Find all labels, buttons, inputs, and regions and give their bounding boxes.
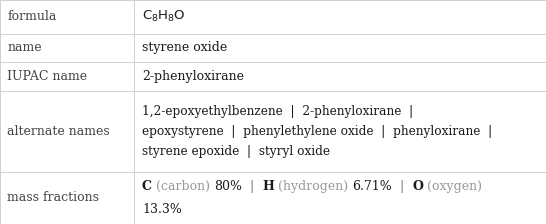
Bar xyxy=(0,0,546,34)
Text: |: | xyxy=(392,180,412,193)
Text: mass fractions: mass fractions xyxy=(7,191,99,204)
Bar xyxy=(0,172,546,224)
Text: IUPAC name: IUPAC name xyxy=(7,70,87,83)
Bar xyxy=(0,62,546,91)
Text: 13.3%: 13.3% xyxy=(142,203,182,216)
Text: C: C xyxy=(142,180,152,193)
Text: alternate names: alternate names xyxy=(7,125,110,138)
Text: styrene epoxide  |  styryl oxide: styrene epoxide | styryl oxide xyxy=(142,145,330,158)
Text: 6.71%: 6.71% xyxy=(352,180,392,193)
Text: 2-phenyloxirane: 2-phenyloxirane xyxy=(142,70,244,83)
Text: (hydrogen): (hydrogen) xyxy=(274,180,352,193)
Text: 1,2-epoxyethylbenzene  |  2-phenyloxirane  |: 1,2-epoxyethylbenzene | 2-phenyloxirane … xyxy=(142,105,413,118)
Bar xyxy=(0,34,546,62)
Text: O: O xyxy=(412,180,423,193)
Text: 80%: 80% xyxy=(214,180,242,193)
Text: $\mathregular{C_8H_8O}$: $\mathregular{C_8H_8O}$ xyxy=(142,9,186,24)
Text: H: H xyxy=(262,180,274,193)
Text: |: | xyxy=(242,180,262,193)
Text: (carbon): (carbon) xyxy=(152,180,214,193)
Text: formula: formula xyxy=(7,10,56,23)
Text: epoxystyrene  |  phenylethylene oxide  |  phenyloxirane  |: epoxystyrene | phenylethylene oxide | ph… xyxy=(142,125,492,138)
Bar xyxy=(0,91,546,172)
Text: name: name xyxy=(7,41,41,54)
Text: styrene oxide: styrene oxide xyxy=(142,41,227,54)
Text: (oxygen): (oxygen) xyxy=(423,180,482,193)
